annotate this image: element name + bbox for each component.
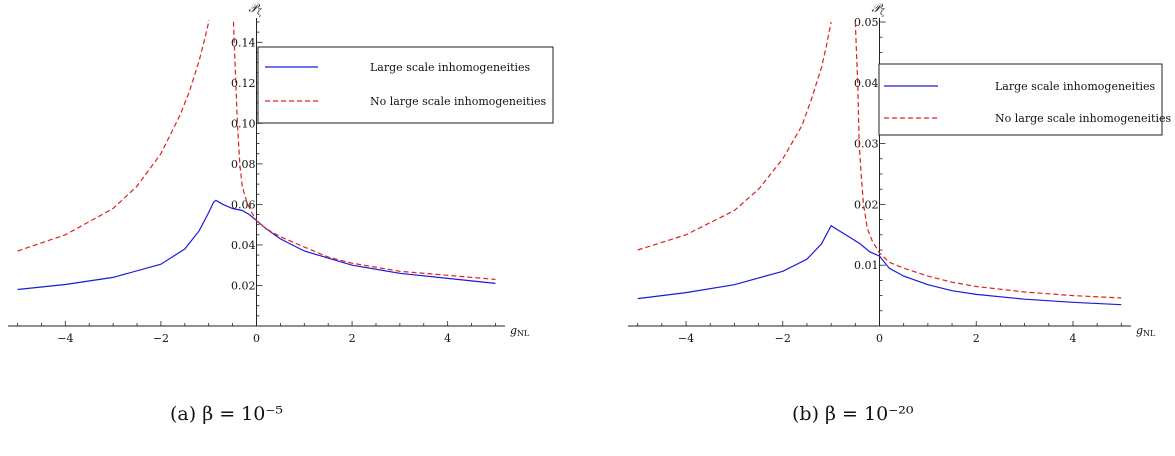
x-axis-label-sub: NL: [517, 329, 530, 338]
legend-box: [878, 63, 1163, 136]
legend-label: Large scale inhomogeneities: [995, 80, 1156, 93]
chart-panel-b: −4 −2 0 2 4 0.01 0.02 0.03 0.04 0.05 gNL 𝒫ζ Large sc…: [628, 1, 1171, 345]
x-tick-label: −2: [775, 332, 791, 345]
x-tick-label: 4: [1069, 332, 1076, 345]
y-axis-label-sub: ζ: [257, 8, 262, 17]
y-tick-label: 0.02: [854, 198, 879, 211]
y-axis-label-sub: ζ: [880, 8, 885, 17]
y-axis-label: 𝒫ζ: [872, 1, 886, 17]
chart-panel-a: −4 −2 0 2 40.020.040.060.080.100.120.14gNL𝒫ζ…: [8, 1, 554, 345]
caption-a: (a) β = 10⁻⁵: [170, 403, 283, 425]
y-tick-label: 0.10: [231, 117, 256, 130]
x-tick-label: 2: [349, 332, 356, 345]
x-tick-label: 0: [876, 332, 883, 345]
legend-box: [257, 46, 554, 124]
y-tick-label: 0.01: [854, 259, 879, 272]
x-tick-label: −4: [678, 332, 694, 345]
legend-label: Large scale inhomogeneities: [370, 61, 531, 74]
x-axis-label: gNL: [510, 324, 530, 338]
legend-label: No large scale inhomogeneities: [370, 95, 546, 108]
x-axis-label: gNL: [1136, 324, 1156, 338]
y-tick-label: 0.05: [854, 16, 879, 29]
y-tick-label: 0.12: [231, 77, 256, 90]
legend-label: No large scale inhomogeneities: [995, 112, 1171, 125]
caption-b: (b) β = 10⁻²⁰: [792, 403, 914, 425]
series-no-large-scale-line-seg2: [854, 21, 1122, 299]
y-axis-label: 𝒫ζ: [249, 1, 263, 17]
series-no-large-scale-line-seg1: [637, 21, 832, 251]
y-tick-label: 0.08: [231, 158, 256, 171]
x-tick-label: −2: [153, 332, 169, 345]
x-tick-label: 4: [444, 332, 451, 345]
x-tick-label: 2: [973, 332, 980, 345]
series-no-large-scale-line-seg1: [17, 20, 210, 252]
series-no-large-scale-line-seg2: [232, 20, 496, 280]
y-tick-label: 0.02: [231, 279, 256, 292]
x-axis-label-sub: NL: [1143, 329, 1156, 338]
x-tick-label: −4: [57, 332, 73, 345]
y-tick-label: 0.03: [854, 138, 879, 151]
series-large-scale-line: [17, 199, 496, 291]
series-large-scale-line: [637, 224, 1122, 306]
y-tick-label: 0.04: [854, 77, 879, 90]
y-tick-label: 0.04: [231, 239, 256, 252]
x-tick-label: 0: [253, 332, 260, 345]
y-tick-label: 0.14: [231, 36, 256, 49]
